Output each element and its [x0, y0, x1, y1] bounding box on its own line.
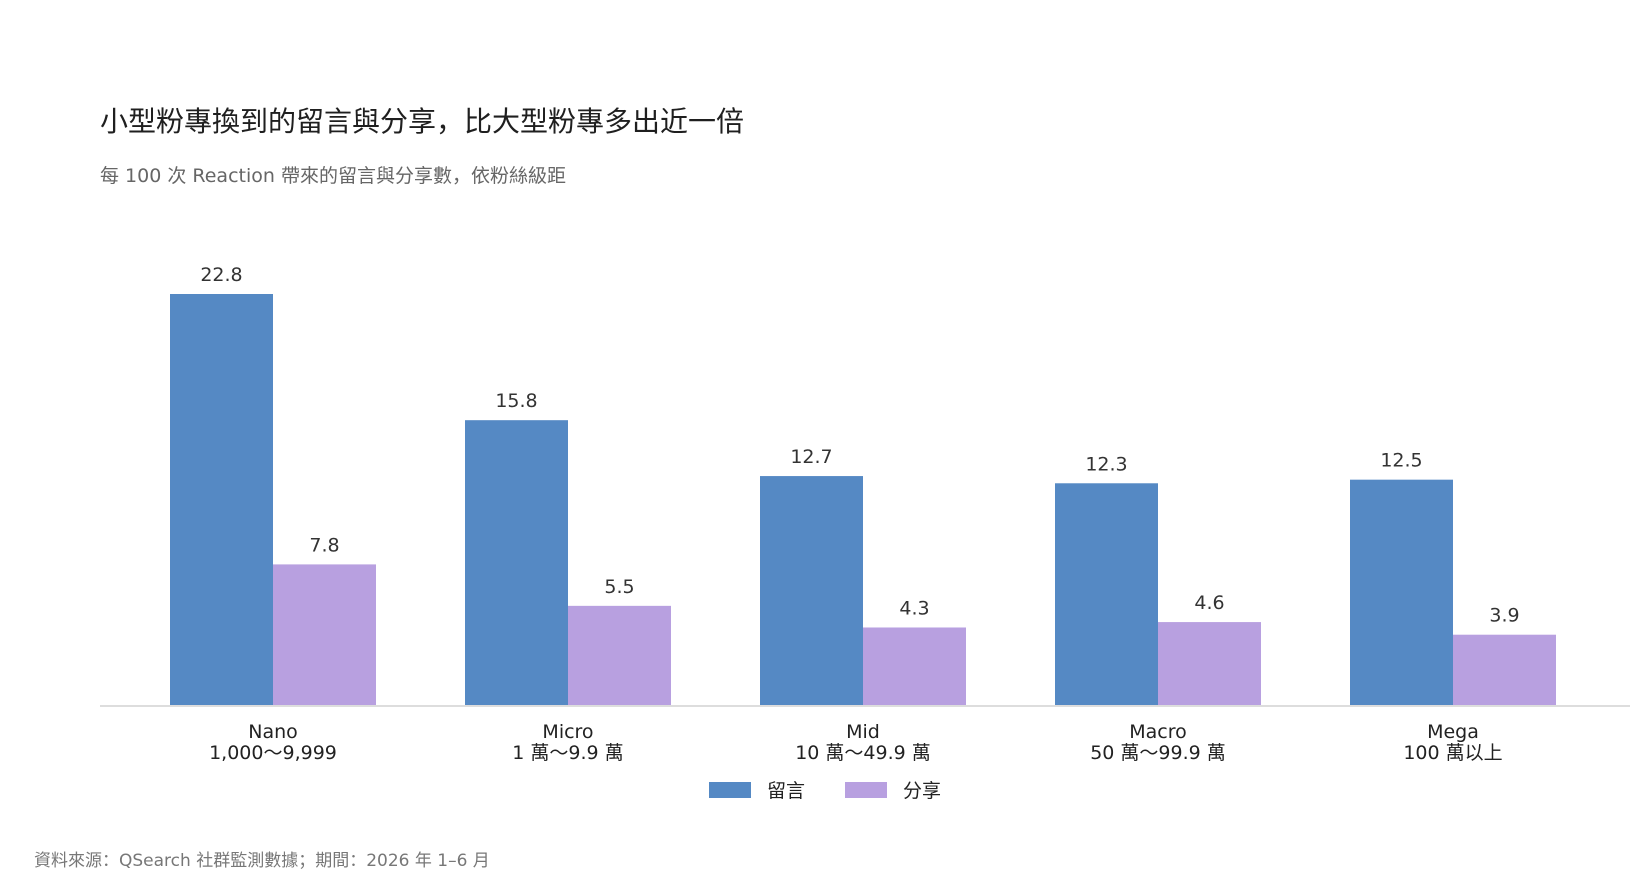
bar-shares-micro [568, 605, 671, 705]
data-label-shares-macro: 4.6 [1194, 592, 1224, 614]
category-range-mega: 100 萬以上 [1403, 742, 1502, 764]
data-label-comments-mega: 12.5 [1380, 450, 1422, 472]
category-label-mega: Mega [1427, 721, 1479, 743]
category-label-mid: Mid [846, 721, 880, 743]
data-label-shares-nano: 7.8 [309, 534, 339, 556]
bar-shares-nano [273, 564, 376, 705]
legend-item-shares: 分享 [845, 776, 941, 803]
category-range-micro: 1 萬～9.9 萬 [512, 742, 623, 764]
data-label-comments-macro: 12.3 [1085, 453, 1127, 475]
legend-label-comments: 留言 [766, 780, 805, 802]
category-label-macro: Macro [1129, 721, 1187, 743]
chart-subtitle: 每 100 次 Reaction 帶來的留言與分享數，依粉絲級距 [100, 165, 566, 187]
bar-shares-mid [863, 627, 966, 705]
bar-comments-nano [170, 294, 273, 705]
chart-legend: 留言 分享 [0, 776, 1650, 803]
data-label-shares-mega: 3.9 [1489, 605, 1519, 627]
legend-swatch-shares [845, 781, 887, 798]
category-label-nano: Nano [248, 721, 298, 743]
bar-comments-mid [760, 476, 863, 705]
chart-title: 小型粉專換到的留言與分享，比大型粉專多出近一倍 [100, 105, 745, 138]
legend-label-shares: 分享 [903, 780, 942, 802]
bar-shares-mega [1453, 634, 1556, 705]
category-range-nano: 1,000～9,999 [209, 742, 337, 764]
data-label-comments-mid: 12.7 [790, 446, 832, 468]
data-label-shares-mid: 4.3 [899, 597, 929, 619]
legend-swatch-comments [708, 781, 751, 798]
data-label-comments-nano: 22.8 [200, 264, 242, 286]
category-range-mid: 10 萬～49.9 萬 [795, 742, 931, 764]
data-label-comments-micro: 15.8 [495, 390, 537, 412]
category-range-macro: 50 萬～99.9 萬 [1090, 742, 1226, 764]
bar-comments-micro [465, 420, 568, 705]
bar-comments-mega [1350, 479, 1453, 705]
legend-item-comments: 留言 [708, 776, 805, 803]
source-note: 資料來源：QSearch 社群監測數據；期間：2026 年 1–6 月 [34, 851, 490, 871]
bar-shares-macro [1158, 622, 1261, 705]
data-label-shares-micro: 5.5 [604, 576, 634, 598]
bar-comments-macro [1055, 483, 1158, 705]
category-label-micro: Micro [542, 721, 593, 743]
